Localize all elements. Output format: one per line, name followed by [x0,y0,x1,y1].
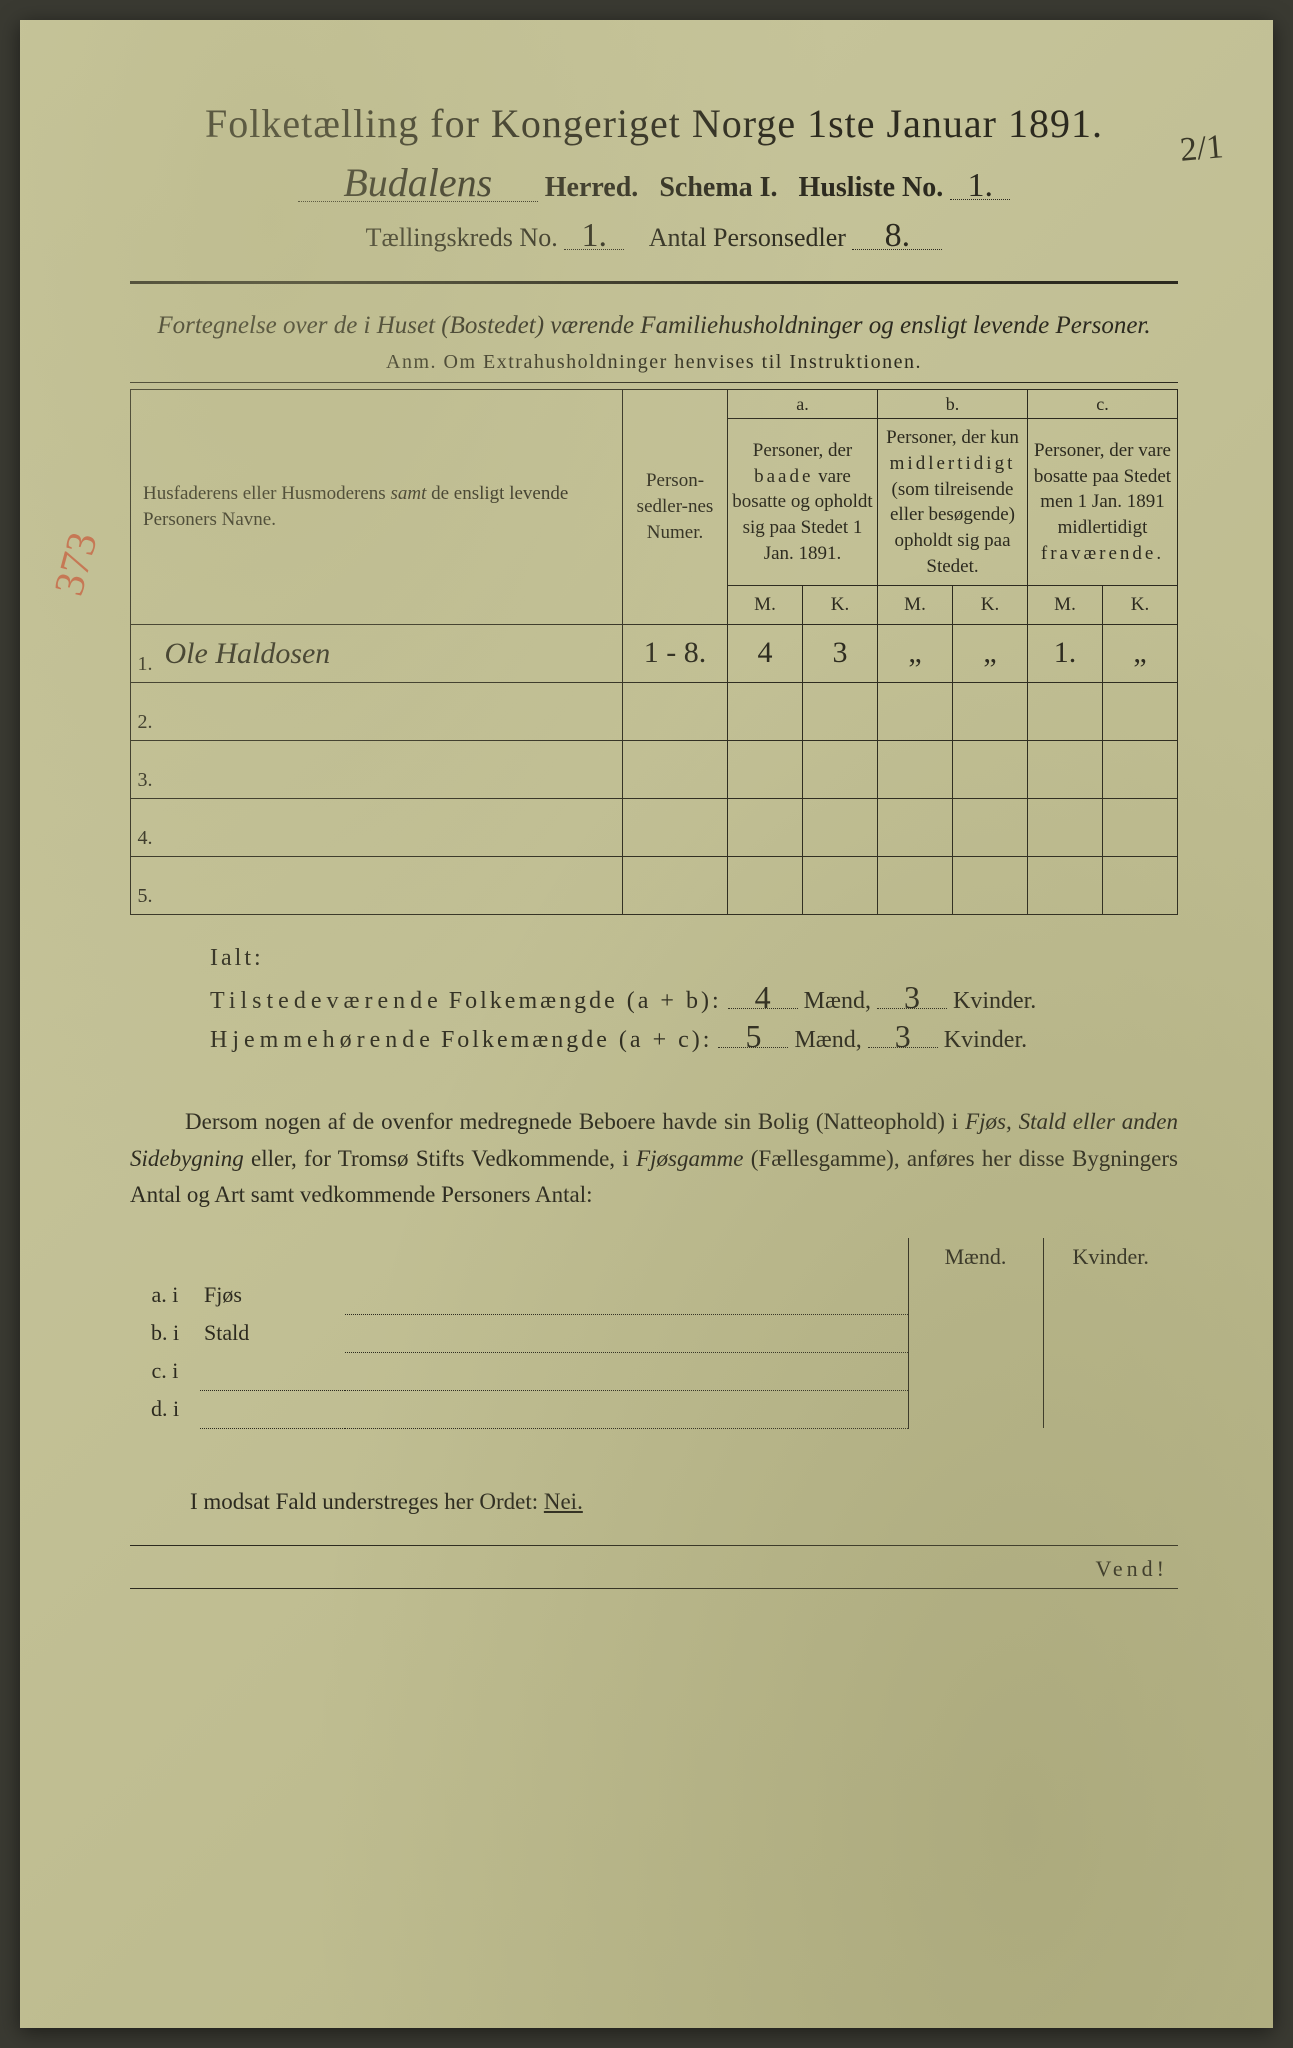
fortegnelse-heading: Fortegnelse over de i Huset (Bostedet) v… [130,308,1178,343]
bolig-lab: b. i [130,1314,200,1352]
row-num: 5. [131,856,157,914]
col-a-k: K. [803,586,878,625]
table-row: 3. [131,740,1178,798]
bolig-lab: d. i [130,1390,200,1428]
tilstede-line: Tilstedeværende Folkemængde (a + b): 4 M… [210,986,1178,1015]
row-num: 1. [131,624,157,682]
anm-note: Anm. Om Extrahusholdninger henvises til … [130,351,1178,374]
row-num: 2. [131,682,157,740]
vend-footer: Vend! [130,1545,1178,1582]
red-margin-mark: 373 [45,527,108,600]
antal-label: Antal Personsedler [649,223,846,252]
bolig-lab: a. i [130,1276,200,1314]
bolig-row: d. i [130,1390,1178,1428]
schema-label: Schema I. [659,172,777,203]
bolig-row: a. i Fjøs [130,1276,1178,1314]
modsat-line: I modsat Fald understreges her Ordet: Ne… [190,1489,1178,1515]
table-row: 1. Ole Haldosen 1 - 8. 4 3 „ „ 1. „ [131,624,1178,682]
col-c-label: c. [1028,390,1178,419]
tilstede-k: 3 [877,986,947,1009]
bolig-type [200,1352,345,1390]
bolig-kvinder-hdr: Kvinder. [1043,1238,1178,1276]
col-b-label: b. [878,390,1028,419]
table-row: 4. [131,798,1178,856]
hjemme-k: 3 [868,1025,938,1048]
row-num: 3. [131,740,157,798]
col-numer-header: Person-sedler-nes Numer. [623,390,728,625]
hjemme-line: Hjemmehørende Folkemængde (a + c): 5 Mæn… [210,1025,1178,1054]
bolig-type: Stald [200,1314,345,1352]
col-c-header: Personer, der vare bosatte paa Stedet me… [1028,419,1178,586]
ialt-header: Ialt: [210,945,1178,972]
col-a-m: M. [728,586,803,625]
husliste-value: 1. [950,172,1010,200]
form-title: Folketælling for Kongeriget Norge 1ste J… [130,100,1178,147]
bolig-maend-hdr: Mænd. [908,1238,1043,1276]
ialt-totals: Ialt: Tilstedeværende Folkemængde (a + b… [210,945,1178,1054]
row-bK: „ [953,624,1028,682]
herred-line: Budalens Herred. Schema I. Husliste No. … [130,165,1178,204]
herred-value: Budalens [298,165,538,202]
table-row: 2. [131,682,1178,740]
nei-word: Nei. [544,1489,583,1514]
row-aM: 4 [728,624,803,682]
table-row: 5. [131,856,1178,914]
herred-label: Herred. [545,172,639,203]
col-a-label: a. [728,390,878,419]
husliste-label: Husliste No. [799,172,944,203]
bolig-row: b. i Stald [130,1314,1178,1352]
col-b-k: K. [953,586,1028,625]
row-name [157,856,623,914]
col-name-header: Husfaderens eller Husmoderens samt de en… [131,390,623,625]
tilstede-m: 4 [728,986,798,1009]
kreds-label: Tællingskreds No. [366,223,558,252]
row-num: 4. [131,798,157,856]
col-b-m: M. [878,586,953,625]
hjemme-m: 5 [718,1025,788,1048]
row-name [157,740,623,798]
bolig-table: Mænd. Kvinder. a. i Fjøs b. i Stald c. i… [130,1238,1178,1429]
bolig-lab: c. i [130,1352,200,1390]
census-form-page: 2/1 373 Folketælling for Kongeriget Norg… [20,20,1273,2028]
row-numer: 1 - 8. [623,624,728,682]
bolig-row: c. i [130,1352,1178,1390]
row-cM: 1. [1028,624,1103,682]
persons-table: Husfaderens eller Husmoderens samt de en… [130,389,1178,915]
row-name [157,682,623,740]
row-aK: 3 [803,624,878,682]
corner-annotation: 2/1 [1178,128,1225,170]
col-c-m: M. [1028,586,1103,625]
bolig-type: Fjøs [200,1276,345,1314]
kreds-value: 1. [564,222,624,250]
row-bM: „ [878,624,953,682]
row-name [157,798,623,856]
antal-value: 8. [852,222,942,250]
divider [130,382,1178,383]
bolig-type [200,1390,345,1428]
row-cK: „ [1103,624,1178,682]
divider [130,281,1178,284]
col-c-k: K. [1103,586,1178,625]
col-b-header: Personer, der kun midlertidigt (som tilr… [878,419,1028,586]
col-a-header: Personer, der baade vare bosatte og opho… [728,419,878,586]
dersom-paragraph: Dersom nogen af de ovenfor medregnede Be… [130,1104,1178,1214]
kreds-line: Tællingskreds No. 1. Antal Personsedler … [130,222,1178,253]
row-name: Ole Haldosen [157,624,623,682]
bottom-rule [130,1588,1178,1589]
